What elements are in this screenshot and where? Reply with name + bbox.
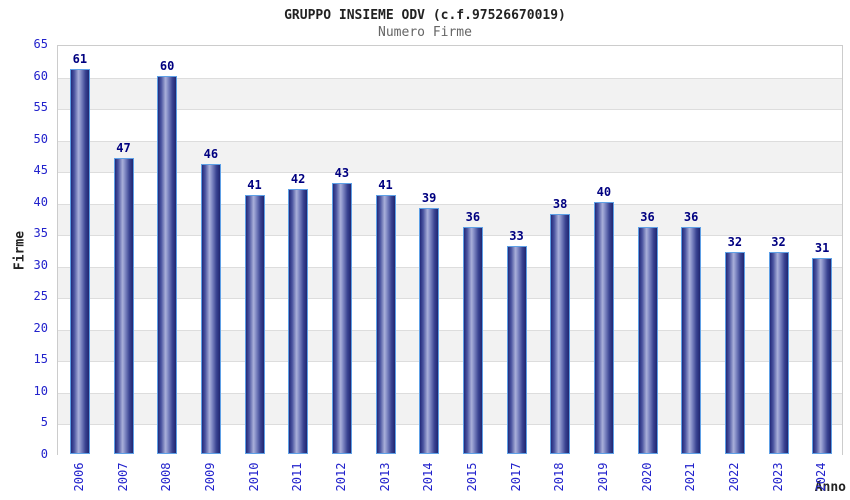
bar-value-label: 39	[421, 191, 437, 205]
x-tick-label: 2015	[464, 462, 479, 492]
y-tick-label: 5	[40, 415, 48, 430]
x-tick-label: 2024	[814, 462, 829, 492]
gridline	[58, 361, 842, 363]
x-tick-label: 2009	[202, 462, 217, 492]
gridline	[58, 266, 842, 268]
bar-value-label: 41	[247, 178, 262, 193]
x-tick-label: 2010	[246, 462, 261, 492]
y-tick-label: 20	[33, 320, 48, 335]
y-tick-label: 10	[33, 383, 48, 398]
bar-2019	[593, 201, 614, 454]
gridline	[58, 140, 842, 142]
gridline	[58, 77, 842, 79]
plot-band	[58, 235, 842, 267]
x-tick-label: 2023	[770, 462, 785, 492]
plot-band	[58, 172, 842, 204]
chart-title: GRUPPO INSIEME ODV (c.f.97526670019)	[284, 8, 566, 23]
bar-2008	[157, 75, 178, 454]
x-tick-label: 2006	[71, 462, 86, 492]
x-tick-label: 2011	[290, 462, 305, 492]
plot-band	[58, 329, 842, 362]
bar-value-label: 33	[509, 228, 524, 243]
x-tick-label: 2019	[595, 462, 610, 492]
bar-value-label: 32	[771, 235, 786, 250]
plot-band	[58, 424, 842, 456]
plot-band	[58, 77, 842, 110]
y-tick-label: 45	[33, 163, 48, 178]
bar-2014	[419, 208, 440, 454]
bar-2011	[288, 189, 309, 454]
plot-band	[58, 298, 842, 330]
gridline	[58, 392, 842, 394]
bar-value-label: 38	[552, 197, 568, 212]
y-tick-label: 40	[33, 194, 48, 209]
plot-band	[58, 109, 842, 141]
bar-2021	[681, 226, 702, 454]
gridline	[58, 172, 842, 174]
bar-2012	[331, 182, 352, 454]
plot-area: 61 47 60 46 41 42 43 41 39 36 33 38 40 36 36 32 32 31	[57, 45, 843, 456]
bar-2018	[550, 214, 571, 454]
x-tick-label: 2017	[508, 462, 523, 492]
plot-band	[58, 140, 842, 173]
bar-value-label: 31	[814, 241, 830, 256]
y-tick-label: 30	[33, 257, 48, 272]
bar-value-label: 36	[683, 209, 699, 224]
y-tick-label: 60	[33, 68, 48, 83]
chart-subtitle: Numero Firme	[378, 25, 472, 40]
bar-value-label: 47	[116, 140, 131, 155]
bar-value-label: 42	[290, 172, 306, 187]
bar-2006	[69, 69, 90, 454]
bar-value-label: 61	[72, 52, 88, 67]
bar-2007	[113, 157, 134, 454]
bar-2013	[375, 195, 396, 454]
plot-band	[58, 392, 842, 425]
y-tick-label: 35	[33, 226, 48, 241]
y-tick-label: 25	[33, 289, 48, 304]
bar-2020	[637, 226, 658, 454]
bar-2017	[506, 245, 527, 454]
x-tick-label: 2018	[552, 462, 567, 492]
x-tick-label: 2008	[159, 462, 174, 492]
bar-value-label: 46	[203, 146, 219, 161]
bar-value-label: 32	[727, 235, 743, 250]
bar-2024	[812, 258, 833, 454]
y-tick-label: 15	[33, 352, 48, 367]
x-tick-label: 2021	[683, 462, 698, 492]
bar-value-label: 36	[640, 209, 655, 224]
plot-band	[58, 266, 842, 299]
gridline	[58, 298, 842, 300]
gridline	[58, 329, 842, 331]
bar-2023	[768, 252, 789, 454]
bar-2009	[200, 163, 221, 454]
bar-value-label: 43	[334, 165, 350, 180]
y-tick-label: 55	[33, 100, 48, 115]
y-tick-label: 0	[40, 447, 48, 461]
x-tick-label: 2007	[115, 462, 130, 492]
x-tick-label: 2014	[421, 462, 436, 492]
bar-2022	[724, 252, 745, 454]
y-tick-label: 65	[33, 37, 48, 51]
bar-2010	[244, 195, 265, 454]
gridline	[58, 424, 842, 426]
plot-band	[58, 361, 842, 393]
x-tick-label: 2022	[726, 462, 741, 492]
bar-2015	[462, 226, 483, 454]
gridline	[58, 109, 842, 111]
bar-value-label: 36	[465, 209, 481, 224]
gridline	[58, 203, 842, 205]
x-tick-label: 2020	[639, 462, 654, 492]
bar-value-label: 60	[159, 58, 175, 73]
gridline	[58, 235, 842, 237]
plot-band	[58, 46, 842, 78]
x-axis-title: Anno	[814, 480, 846, 495]
x-tick-label: 2013	[377, 462, 392, 492]
bar-value-label: 40	[596, 184, 612, 199]
x-tick-label: 2012	[333, 462, 348, 492]
plot-band	[58, 203, 842, 236]
y-tick-label: 50	[33, 131, 48, 146]
bar-value-label: 41	[378, 178, 393, 193]
